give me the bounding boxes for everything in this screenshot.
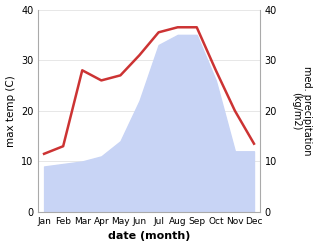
X-axis label: date (month): date (month) bbox=[108, 231, 190, 242]
Y-axis label: med. precipitation
(kg/m2): med. precipitation (kg/m2) bbox=[291, 66, 313, 156]
Y-axis label: max temp (C): max temp (C) bbox=[5, 75, 16, 147]
